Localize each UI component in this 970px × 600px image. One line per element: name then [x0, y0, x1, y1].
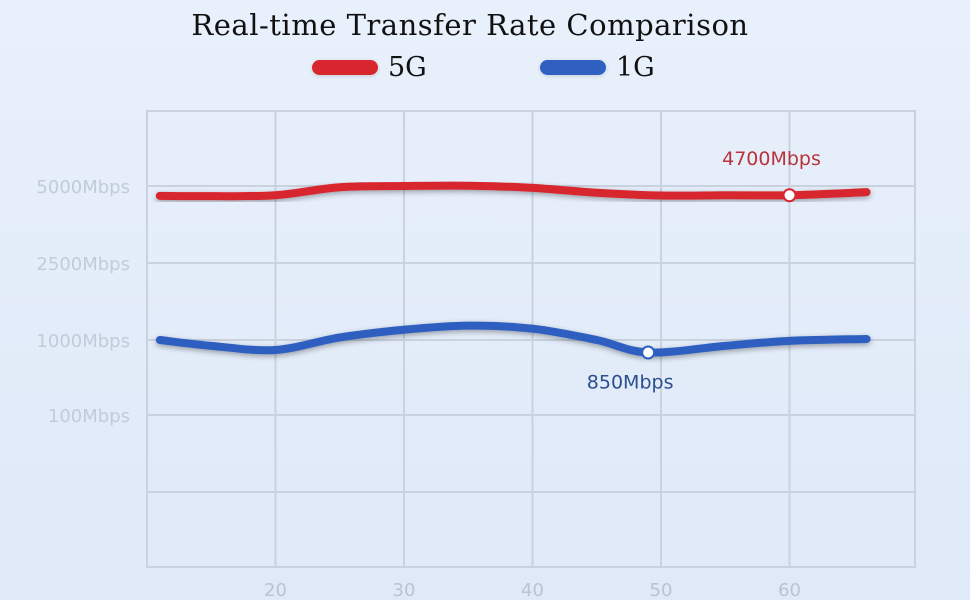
x-axis-ticks: 20 30 40 50 60 — [264, 580, 801, 600]
series-line-1g — [155, 321, 871, 357]
chart-title: Real-time Transfer Rate Comparison — [191, 8, 749, 42]
x-tick-label: 50 — [650, 580, 673, 600]
annotation-label-1g: 850Mbps — [587, 372, 674, 394]
legend-item-1g: 1G — [540, 52, 655, 83]
annotation-point-5g — [782, 188, 797, 203]
annotation-label-5g: 4700Mbps — [722, 148, 821, 170]
annotations: 4700Mbps 850Mbps — [587, 148, 821, 393]
x-tick-label: 20 — [264, 580, 287, 600]
x-tick-label: 30 — [393, 580, 416, 600]
annotation-point-1g — [641, 345, 656, 360]
y-tick-label: 100Mbps — [48, 406, 130, 427]
y-tick-label: 1000Mbps — [36, 331, 130, 352]
legend-label-1g: 1G — [616, 52, 655, 83]
legend-swatch-5g — [312, 60, 378, 75]
legend-item-5g: 5G — [312, 52, 427, 83]
x-tick-label: 40 — [521, 580, 544, 600]
y-tick-label: 2500Mbps — [36, 254, 130, 275]
legend-swatch-1g — [540, 60, 606, 75]
legend-label-5g: 5G — [388, 52, 427, 83]
series-lines — [155, 181, 871, 357]
y-axis-ticks: 100Mbps 1000Mbps 2500Mbps 5000Mbps — [36, 177, 130, 427]
x-tick-label: 60 — [778, 580, 801, 600]
y-tick-label: 5000Mbps — [36, 177, 130, 198]
legend: 5G 1G — [0, 52, 970, 92]
series-line-5g — [155, 181, 871, 201]
